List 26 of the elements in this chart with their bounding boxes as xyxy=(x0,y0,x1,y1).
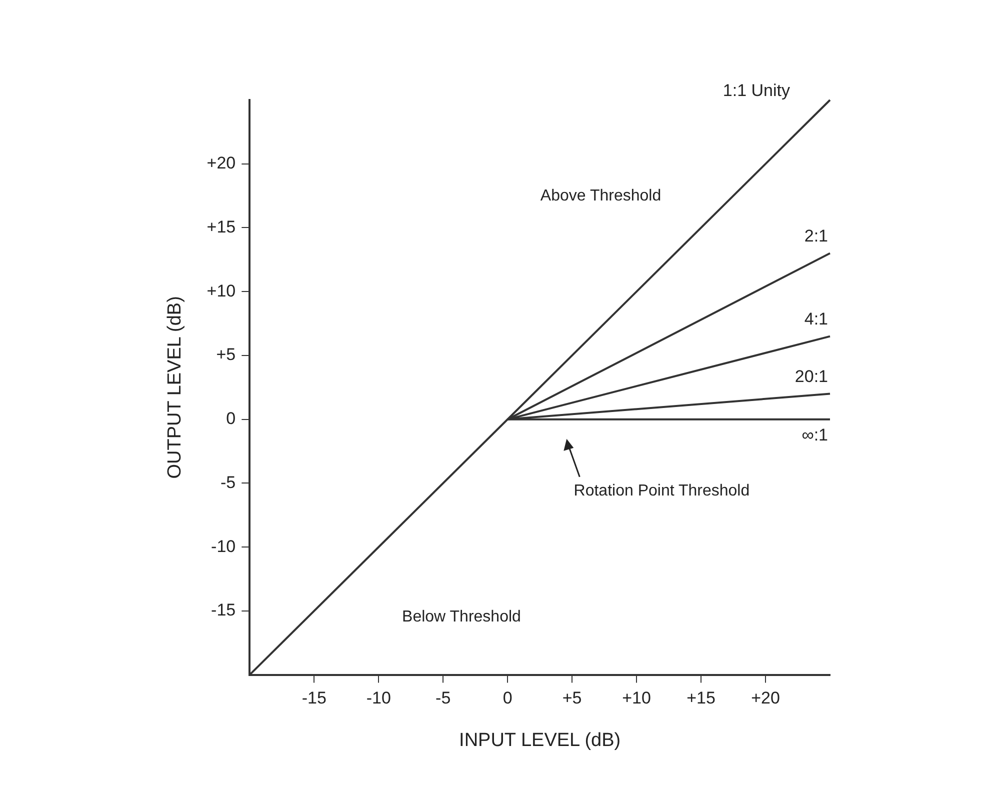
y-tick-label: 0 xyxy=(226,409,236,428)
y-tick-label: +10 xyxy=(206,281,236,300)
series-label: ∞:1 xyxy=(802,426,828,445)
x-tick-label: -15 xyxy=(302,688,326,708)
series-label: 2:1 xyxy=(804,226,828,246)
x-tick-label: +10 xyxy=(622,688,651,708)
y-tick-label: -5 xyxy=(220,472,236,492)
y-tick-label: +20 xyxy=(206,154,236,173)
x-tick-label: +5 xyxy=(562,688,582,708)
x-axis-title: INPUT LEVEL (dB) xyxy=(459,730,621,751)
x-tick-label: +15 xyxy=(686,688,716,708)
x-tick-label: -5 xyxy=(436,688,451,708)
x-tick-label: 0 xyxy=(502,688,512,708)
series-label: 20:1 xyxy=(794,366,828,386)
y-axis-title: OUTPUT LEVEL (dB) xyxy=(164,296,186,479)
annotation: Above Threshold xyxy=(540,187,662,204)
y-tick-label: -10 xyxy=(211,536,236,556)
y-tick-label: +15 xyxy=(206,217,236,236)
series-label: 1:1 Unity xyxy=(722,81,790,100)
annotation: Rotation Point Threshold xyxy=(574,482,750,500)
x-tick-label: -10 xyxy=(366,688,391,708)
y-tick-label: +5 xyxy=(216,345,236,364)
y-tick-label: -15 xyxy=(211,600,236,620)
x-tick-label: +20 xyxy=(751,688,780,708)
annotation: Below Threshold xyxy=(402,608,521,626)
series-label: 4:1 xyxy=(804,309,828,328)
